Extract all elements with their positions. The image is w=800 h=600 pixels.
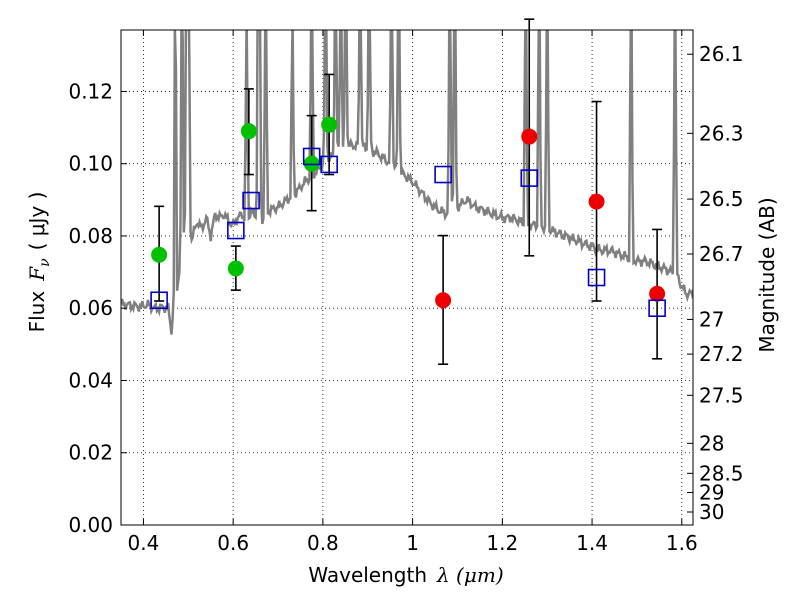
sed-spectrum <box>121 30 693 335</box>
x-tick-label: 1 <box>406 531 419 555</box>
model-flux-square <box>242 191 260 210</box>
y2-tick-label: 27.5 <box>699 383 744 407</box>
data-markers <box>150 116 666 318</box>
model-flux-square <box>520 169 539 187</box>
model-flux-square <box>150 291 168 310</box>
y2-tick-label: 26.7 <box>699 242 744 266</box>
plot-frame <box>120 29 694 526</box>
x-axis-label-math: λ (μm) <box>436 563 504 587</box>
model-flux-square <box>648 299 666 318</box>
y-tick-label: 0.02 <box>68 441 113 465</box>
model-flux-square <box>302 147 321 166</box>
y-axis-label-math: F <box>25 266 49 282</box>
y2-tick-label: 26.3 <box>699 121 744 145</box>
y-axis-label-unit: ( μJy ) <box>25 192 49 251</box>
x-tick-label: 1.2 <box>486 531 518 555</box>
red-data-point <box>521 128 538 145</box>
x-axis-label-text: Wavelength <box>308 563 427 587</box>
red-data-point <box>588 193 605 210</box>
error-bars <box>154 18 663 366</box>
green-data-point <box>227 260 244 277</box>
y-tick-label: 0.10 <box>68 152 113 176</box>
sed-curve <box>121 30 693 335</box>
green-data-point <box>240 123 257 140</box>
y-axis-label-math-sub: ν <box>37 258 53 267</box>
y2-axis-label: Magnitude (AB) <box>755 197 779 352</box>
y-tick-label: 0.08 <box>68 224 113 248</box>
green-data-point <box>151 246 168 263</box>
tick-marks <box>121 30 693 526</box>
y-axis-label: Flux Fν ( μJy ) <box>25 192 53 333</box>
red-data-point <box>649 285 666 302</box>
tick-labels: 0.4 0.6 0.8 1 1.2 1.4 1.6 0.00 0.02 0.04 0.06 0.08 0… <box>68 42 743 555</box>
y-tick-label: 0.06 <box>68 296 113 320</box>
y2-tick-label: 27 <box>699 307 724 331</box>
y2-tick-label: 29 <box>699 480 724 504</box>
y2-tick-label: 26.1 <box>699 42 744 66</box>
y-tick-label: 0.04 <box>68 368 113 392</box>
x-tick-label: 1.6 <box>666 531 698 555</box>
green-data-point <box>321 116 338 133</box>
y2-tick-label: 26.5 <box>699 187 744 211</box>
x-tick-label: 0.4 <box>128 531 160 555</box>
y-tick-label: 0.12 <box>68 79 113 103</box>
x-tick-label: 1.4 <box>576 531 608 555</box>
y-axis-label-text: Flux <box>25 291 49 333</box>
red-data-point <box>435 292 452 309</box>
y2-tick-label: 28 <box>699 431 724 455</box>
x-axis-label: Wavelength λ (μm) <box>308 563 503 587</box>
grid <box>121 30 693 526</box>
y2-tick-label: 30 <box>699 500 724 524</box>
y2-tick-label: 28.5 <box>699 461 744 485</box>
model-flux-square <box>320 155 338 174</box>
x-tick-label: 0.8 <box>307 531 339 555</box>
y-tick-label: 0.00 <box>68 513 113 537</box>
model-flux-square <box>587 268 606 287</box>
x-tick-label: 0.6 <box>217 531 249 555</box>
model-flux-square <box>227 221 245 240</box>
model-flux-square <box>434 165 452 184</box>
y2-tick-label: 27.2 <box>699 342 744 366</box>
